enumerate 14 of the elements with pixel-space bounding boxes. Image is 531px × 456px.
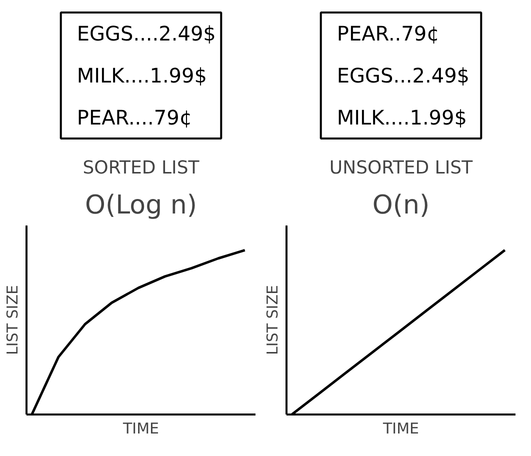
chart-title: UNSORTED LIST [329, 158, 474, 178]
text: MILK....1.99$ [336, 106, 467, 130]
y-axis-title: LIST SIZE [264, 285, 282, 355]
chart-subtitle: O(n) [372, 190, 430, 220]
x-axis-title: TIME [122, 420, 160, 438]
chart-subtitle: O(Log n) [85, 190, 197, 220]
text: EGGS....2.49$ [76, 22, 216, 46]
text: PEAR..79¢ [336, 22, 440, 46]
y-axis-title: LIST SIZE [4, 285, 22, 355]
text: EGGS...2.49$ [336, 64, 470, 88]
text: PEAR....79¢ [76, 106, 192, 130]
x-axis-title: TIME [382, 420, 420, 438]
text: MILK....1.99$ [76, 64, 207, 88]
chart-title: SORTED LIST [82, 158, 200, 178]
